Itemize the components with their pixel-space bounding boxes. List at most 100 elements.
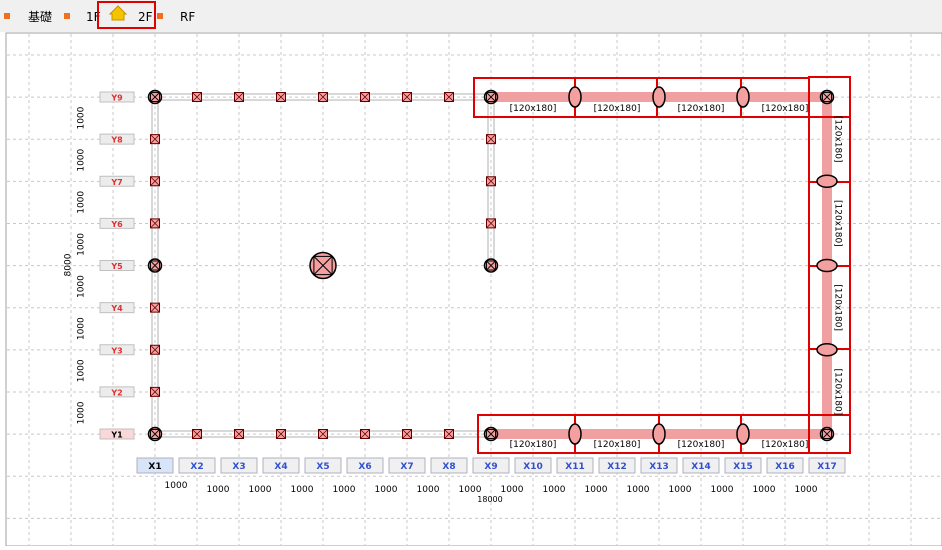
column-label[interactable]: X15 <box>733 462 752 472</box>
row-dimension: 1000 <box>77 275 87 298</box>
post-box <box>149 91 161 103</box>
column-label[interactable]: X9 <box>484 462 497 472</box>
column-dimension: 1000 <box>207 485 230 495</box>
column-label[interactable]: X14 <box>691 462 710 472</box>
beam-label: [120x180] <box>762 104 809 114</box>
row-tag[interactable] <box>99 175 135 187</box>
column-dimension: 1000 <box>627 485 650 495</box>
column-label[interactable]: X11 <box>565 462 584 472</box>
column-cross <box>234 92 244 102</box>
column-tag[interactable] <box>640 457 678 474</box>
post-cross <box>150 260 160 271</box>
post-cross <box>822 429 832 439</box>
column-dimension: 1000 <box>501 485 524 495</box>
row-label[interactable]: Y2 <box>110 388 122 397</box>
column-label[interactable]: X16 <box>775 462 794 472</box>
column-label[interactable]: X12 <box>607 462 626 472</box>
beam-label: [120x180] <box>762 440 809 450</box>
column-cross <box>486 134 496 144</box>
beam-label: [120x180] <box>510 440 557 450</box>
tab-label[interactable]: 2F <box>138 10 153 24</box>
column-cross <box>150 176 160 187</box>
row-tag[interactable] <box>99 428 135 440</box>
column-cross <box>318 92 328 102</box>
post-cross <box>150 92 160 102</box>
column-tag[interactable] <box>220 457 258 474</box>
column-dimension: 1000 <box>291 485 314 495</box>
column-label[interactable]: X1 <box>148 462 161 472</box>
column-label[interactable]: X6 <box>358 462 371 472</box>
column-tag[interactable] <box>346 457 384 474</box>
column-tag[interactable] <box>766 457 804 474</box>
column-tag[interactable] <box>514 457 552 474</box>
column-dimension: 1000 <box>417 485 440 495</box>
column-tag[interactable] <box>808 457 846 474</box>
column-dimension: 1000 <box>795 485 818 495</box>
beam-label: [120x180] <box>594 104 641 114</box>
column-tag[interactable] <box>430 457 468 474</box>
row-tag[interactable] <box>99 386 135 398</box>
column-label[interactable]: X8 <box>442 462 455 472</box>
row-tag[interactable] <box>99 133 135 145</box>
row-tag[interactable] <box>99 91 135 103</box>
post-box <box>149 260 161 271</box>
column-dimension: 1000 <box>375 485 398 495</box>
tab-label[interactable]: 1F <box>86 10 101 24</box>
column-tag[interactable] <box>262 457 300 474</box>
post-cross <box>822 92 832 102</box>
column-label[interactable]: X2 <box>190 462 203 472</box>
column-label[interactable]: X4 <box>274 462 287 472</box>
row-label[interactable]: Y9 <box>110 94 123 103</box>
column-label[interactable]: X13 <box>649 462 668 472</box>
column-dimension: 1000 <box>249 485 272 495</box>
column-total: 18000 <box>477 495 502 504</box>
column-label[interactable]: X17 <box>817 462 836 472</box>
row-label[interactable]: Y6 <box>110 220 123 229</box>
column-label[interactable]: X7 <box>400 462 413 472</box>
column-cross <box>150 134 160 144</box>
column-dimension: 1000 <box>543 485 566 495</box>
beam-label: [120x180] <box>833 200 843 247</box>
column-cross <box>276 429 286 439</box>
column-dimension: 1000 <box>459 485 482 495</box>
column-tag[interactable] <box>388 457 426 474</box>
beam-label: [120x180] <box>678 104 725 114</box>
column-label[interactable]: X10 <box>523 462 542 472</box>
row-tag[interactable] <box>99 344 135 356</box>
column-tag[interactable] <box>136 457 174 474</box>
column-tag[interactable] <box>472 457 510 474</box>
home-icon <box>108 5 128 21</box>
post-box <box>485 260 497 271</box>
column-tag[interactable] <box>178 457 216 474</box>
column-tag[interactable] <box>598 457 636 474</box>
column-tag[interactable] <box>556 457 594 474</box>
row-label[interactable]: Y7 <box>110 178 122 187</box>
column-label[interactable]: X3 <box>232 462 245 472</box>
tab-label[interactable]: 基礎 <box>28 10 52 24</box>
tab-icon <box>157 13 163 19</box>
row-label[interactable]: Y4 <box>110 304 123 313</box>
active-tab-highlight <box>97 1 156 29</box>
tab-label[interactable]: RF <box>180 10 195 24</box>
row-label[interactable]: Y1 <box>110 431 123 440</box>
row-tag[interactable] <box>99 260 135 271</box>
column-cross <box>150 302 160 313</box>
column-cross <box>150 387 160 397</box>
beam-label: [120x180] <box>594 440 641 450</box>
post-box <box>821 428 833 440</box>
row-label[interactable]: Y3 <box>110 346 122 355</box>
row-label[interactable]: Y8 <box>110 136 123 145</box>
beam-selection <box>808 414 851 454</box>
row-dimension: 1000 <box>77 148 87 171</box>
column-dimension: 1000 <box>333 485 356 495</box>
row-label[interactable]: Y5 <box>110 262 123 271</box>
column-label[interactable]: X5 <box>316 462 329 472</box>
column-tag[interactable] <box>724 457 762 474</box>
column-tag[interactable] <box>682 457 720 474</box>
column-tag[interactable] <box>304 457 342 474</box>
beam-label: [120x180] <box>833 369 843 416</box>
beam-label: [120x180] <box>678 440 725 450</box>
row-tag[interactable] <box>99 217 135 229</box>
row-tag[interactable] <box>99 302 135 314</box>
row-dimension: 1000 <box>77 359 87 382</box>
